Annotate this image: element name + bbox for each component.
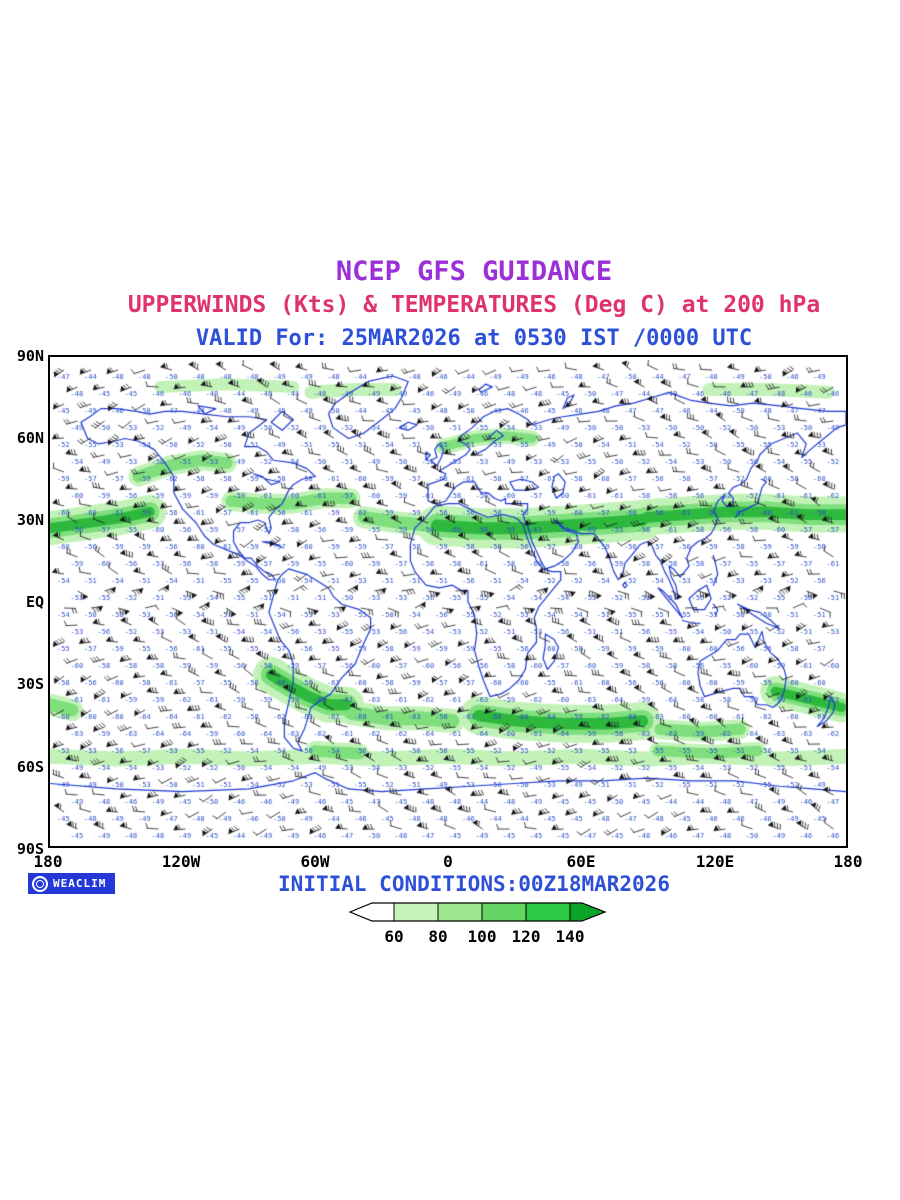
legend-bar (348, 902, 607, 922)
legend-segment-60-80 (394, 903, 438, 921)
lon-tick-120W: 120W (161, 852, 201, 871)
legend-segment-80-100 (438, 903, 482, 921)
lon-tick-120E: 120E (695, 852, 735, 871)
lon-tick-60W: 60W (300, 852, 330, 871)
lat-tick-90N: 90N (16, 347, 44, 365)
initial-conditions-line: INITIAL CONDITIONS:00Z18MAR2026 (278, 872, 670, 896)
legend-tick-140: 140 (555, 927, 585, 946)
legend-outline (348, 902, 607, 922)
legend-tick-120: 120 (511, 927, 541, 946)
lat-tick-90S: 90S (16, 840, 44, 858)
weaclim-logo-icon (32, 875, 48, 892)
legend-tick-100: 100 (467, 927, 497, 946)
field-subtitle: UPPERWINDS (Kts) & TEMPERATURES (Deg C) … (127, 292, 821, 318)
legend-segment-120-140 (526, 903, 570, 921)
lon-tick-60E: 60E (566, 852, 596, 871)
lon-tick-0: 0 (443, 852, 453, 871)
lon-tick-180W: 180 (33, 852, 63, 871)
lat-tick-60S: 60S (16, 758, 44, 776)
weaclim-badge: WEACLIM (28, 873, 116, 894)
map-canvas (50, 357, 846, 846)
legend-tick-80: 80 (428, 927, 448, 946)
lat-tick-EQ: EQ (25, 593, 44, 611)
lon-tick-180E: 180 (833, 852, 863, 871)
legend-segment-lt60 (350, 903, 394, 921)
legend-segment-gt140 (570, 903, 605, 921)
weaclim-label: WEACLIM (53, 877, 107, 890)
lat-tick-30S: 30S (16, 675, 44, 693)
page-title: NCEP GFS GUIDANCE (335, 256, 613, 287)
legend-tick-60: 60 (384, 927, 404, 946)
legend-segment-100-120 (482, 903, 526, 921)
valid-time-line: VALID For: 25MAR2026 at 0530 IST /0000 U… (195, 326, 753, 351)
lat-tick-60N: 60N (16, 429, 44, 447)
lat-tick-30N: 30N (16, 511, 44, 529)
